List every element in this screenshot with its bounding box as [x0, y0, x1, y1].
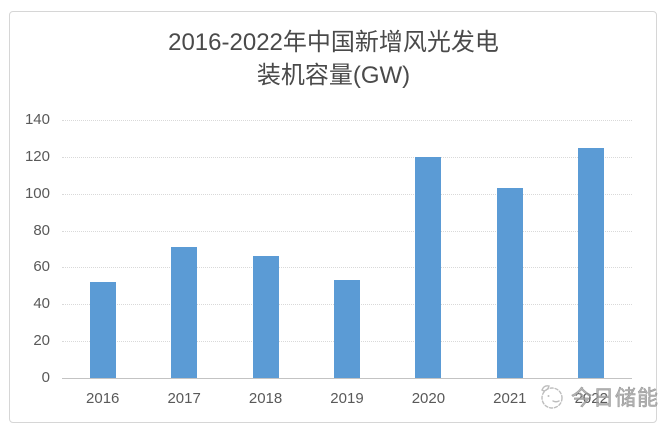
y-tick-label-0: 0 [41, 369, 50, 386]
bar-2018 [252, 256, 279, 378]
gridline-60 [62, 267, 632, 269]
gridline-0 [62, 378, 632, 379]
y-tick-label-20: 20 [33, 332, 50, 350]
bar-2022 [578, 147, 605, 378]
bar-2016 [89, 282, 116, 378]
y-tick-label-80: 80 [33, 221, 50, 239]
plot-area [62, 120, 632, 379]
chart-frame [9, 11, 657, 423]
y-tick-label-140: 140 [24, 111, 50, 128]
gridline-100 [62, 193, 632, 195]
x-tick-label-2017: 2017 [167, 390, 201, 407]
x-tick-label-2016: 2016 [86, 390, 120, 407]
y-axis: 0 20 40 60 80 100 120 140 [0, 111, 50, 386]
bar-2017 [171, 247, 198, 378]
gridline-80 [62, 230, 632, 232]
bars-layer [62, 120, 632, 378]
gridline-140 [62, 120, 632, 121]
y-tick-label-40: 40 [33, 295, 50, 313]
chart-title: 2016-2022年中国新增风光发电 装机容量(GW) [0, 26, 667, 92]
bar-2021 [496, 188, 523, 378]
watermark-text: 今日储能 [571, 387, 659, 411]
x-axis: 2016 2017 2018 2019 2020 2021 2022 [62, 389, 632, 409]
x-tick-label-2020: 2020 [411, 390, 446, 407]
chart-title-line-2: 装机容量(GW) [256, 62, 411, 89]
x-tick-label-2019: 2019 [330, 390, 364, 407]
chart-title-line-1: 2016-2022年中国新增风光发电 [168, 29, 499, 56]
y-tick-label-100: 100 [24, 184, 50, 202]
y-tick-label-60: 60 [33, 258, 50, 276]
mascot-logo-icon [541, 385, 563, 409]
gridline-120 [62, 156, 632, 158]
watermark: 今日储能 [535, 380, 659, 414]
bar-2019 [334, 280, 360, 378]
bar-2020 [415, 156, 442, 378]
x-tick-label-2021: 2021 [493, 390, 527, 407]
y-tick-label-120: 120 [24, 147, 50, 165]
x-tick-label-2022: 2022 [574, 390, 608, 407]
x-tick-label-2018: 2018 [248, 390, 283, 407]
